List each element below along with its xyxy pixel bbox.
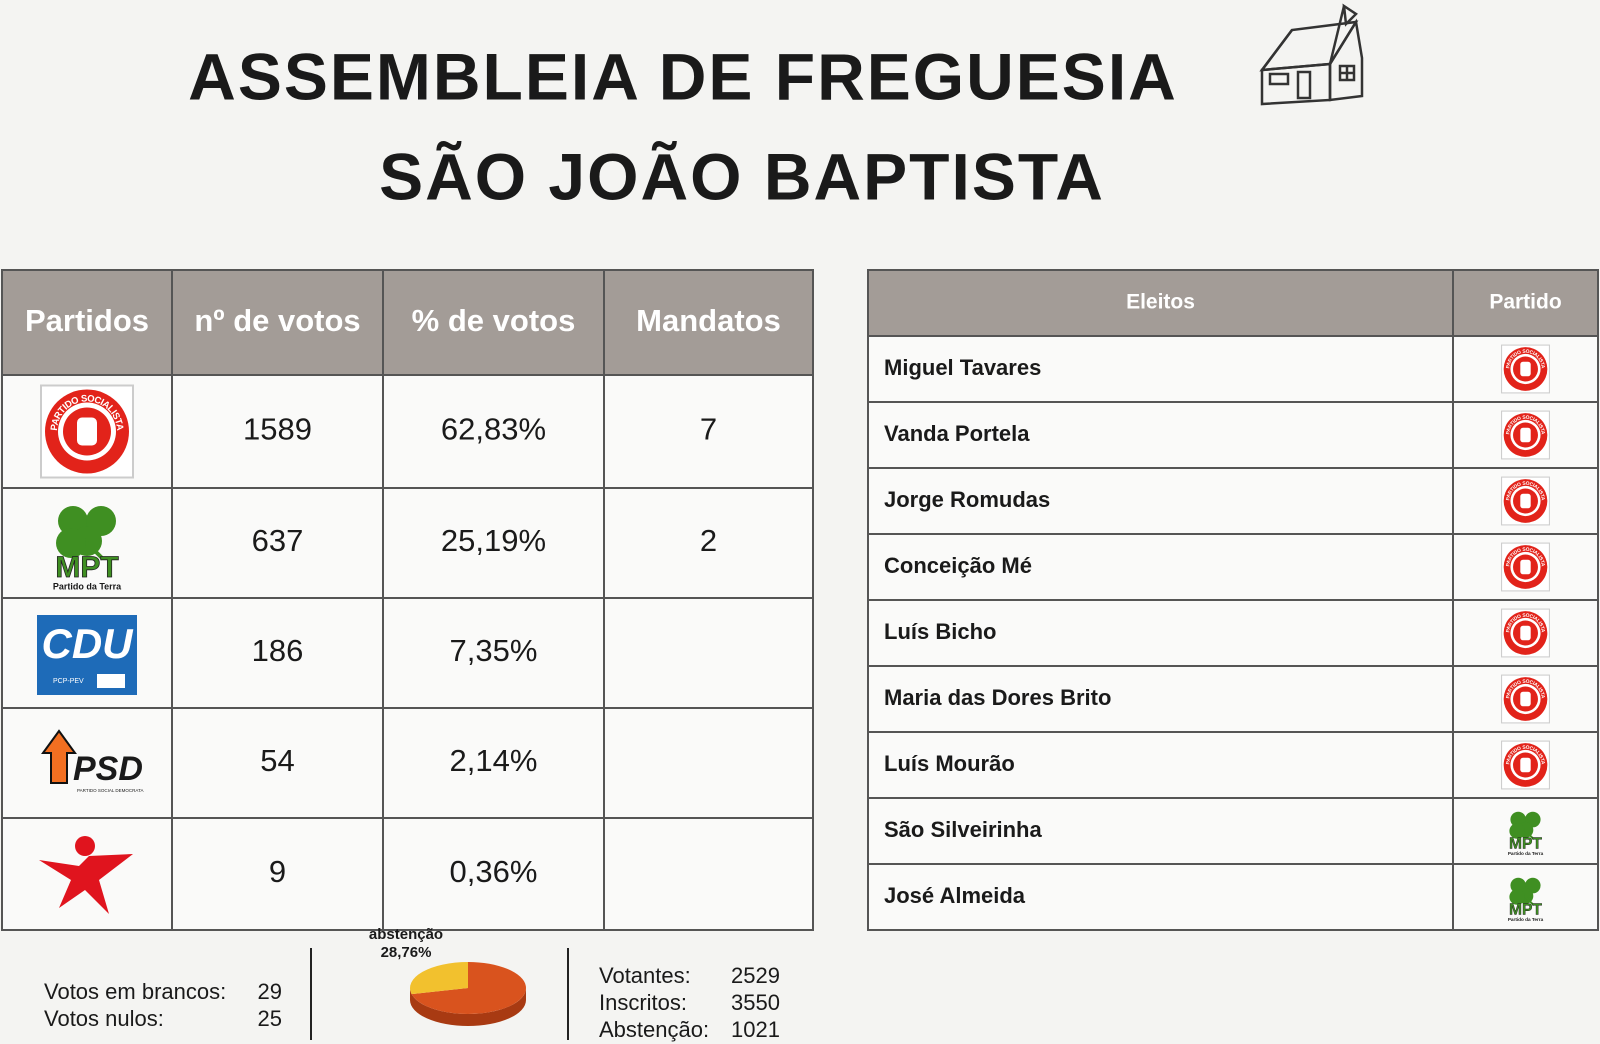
votes: 1589 [243,412,312,447]
title-line: ASSEMBLEIA DE FREGUESIA [188,39,1178,113]
logo-fist [1520,427,1531,443]
party-logo: PARTIDO SOCIALISTA [1501,674,1550,724]
logo-fist [1520,559,1531,575]
elected-name: Miguel Tavares [884,355,1041,380]
party-logo: PARTIDO SOCIALISTA [1501,542,1550,592]
pie-label: abstenção [369,926,443,943]
summary-label: Votos em brancos: [44,979,226,1004]
table-lines [1,269,814,931]
column-header: % de votos [412,303,576,338]
column-header: Partido [1489,291,1561,314]
logo-fist [1520,757,1531,773]
logo-leaf [56,528,86,558]
elected-name: Conceição Mé [884,553,1032,578]
house-icon [1259,3,1364,106]
logo-text: Partido da Terra [1508,851,1544,856]
party-logo: PARTIDO SOCIALISTA [40,384,134,479]
title-line: SÃO JOÃO BAPTISTA [379,139,1105,213]
logo-text: Partido da Terra [1508,917,1544,922]
summary-label: Votantes: [599,963,691,988]
table-body [868,336,1598,930]
summary-value: 3550 [731,990,780,1015]
table-header [2,270,813,375]
summary-value: 29 [258,979,282,1004]
pie-slice [409,962,468,995]
table-header [868,270,1598,336]
logo-star [39,854,133,914]
mandates: 2 [700,523,717,558]
logo-text: MPT [1509,902,1542,919]
logo-text: MPT [1509,836,1542,853]
logo-fist [1520,691,1531,707]
column-header: Eleitos [1126,291,1195,314]
percent: 7,35% [450,633,538,668]
logo-fist [1520,625,1531,641]
logo-head [75,836,95,856]
votes: 9 [269,854,286,889]
elected-name: Jorge Romudas [884,487,1050,512]
logo-fist [1520,361,1531,377]
table-lines [867,269,1599,931]
summary-value: 25 [258,1006,282,1031]
logo-arrow [41,729,77,784]
mandates: 7 [700,412,717,447]
logo-text: MPT [55,551,118,584]
logo-text: PARTIDO SOCIAL DEMOCRATA [77,788,144,793]
elected-name: Luís Mourão [884,751,1015,776]
pie-side [410,988,526,1026]
column-header: Partidos [25,303,149,338]
votes: 186 [252,633,304,668]
votes: 637 [252,523,304,558]
elected-name: Vanda Portela [884,421,1030,446]
party-logo: PARTIDO SOCIALISTA [1501,476,1550,526]
party-logo: PARTIDO SOCIALISTA [1501,410,1550,460]
party-logo [39,836,133,914]
logo-text: CDU [42,620,135,667]
summary-label: Inscritos: [599,990,687,1015]
logo-fist [77,417,97,446]
party-logo: CDU PCP-PEV [37,615,137,695]
party-logo: PARTIDO SOCIALISTA [1501,344,1550,394]
logo-text: PCP-PEV [53,678,84,685]
votes: 54 [260,743,294,778]
summary-label: Abstenção: [599,1017,709,1042]
percent: 0,36% [450,854,538,889]
elected-name: São Silveirinha [884,817,1042,842]
logo-fist [1520,493,1531,509]
pie-slice [411,962,526,1014]
elected-name: Luís Bicho [884,619,996,644]
party-logo: PARTIDO SOCIALISTA [1501,608,1550,658]
logo-leaf [1509,889,1525,905]
table-body [2,375,813,930]
logo-text: Partido da Terra [53,581,122,591]
summary-value: 1021 [731,1017,780,1042]
elected-name: José Almeida [884,883,1026,908]
column-header: Mandatos [636,303,781,338]
pie-value-label: 28,76% [381,944,432,961]
summary-label: Votos nulos: [44,1006,164,1031]
logo-stem [85,541,105,561]
table-border [1,269,814,931]
logo-stem [1524,896,1535,907]
percent: 2,14% [450,743,538,778]
column-header: nº de votos [194,303,360,338]
logo-stem [1524,830,1535,841]
percent: 62,83% [441,412,546,447]
party-logo: PARTIDO SOCIALISTA [1501,740,1550,790]
logo-symbols [97,674,125,688]
logo-leaf [1509,823,1525,839]
logo-text: PSD [73,750,143,788]
summary-value: 2529 [731,963,780,988]
percent: 25,19% [441,523,546,558]
elected-name: Maria das Dores Brito [884,685,1111,710]
